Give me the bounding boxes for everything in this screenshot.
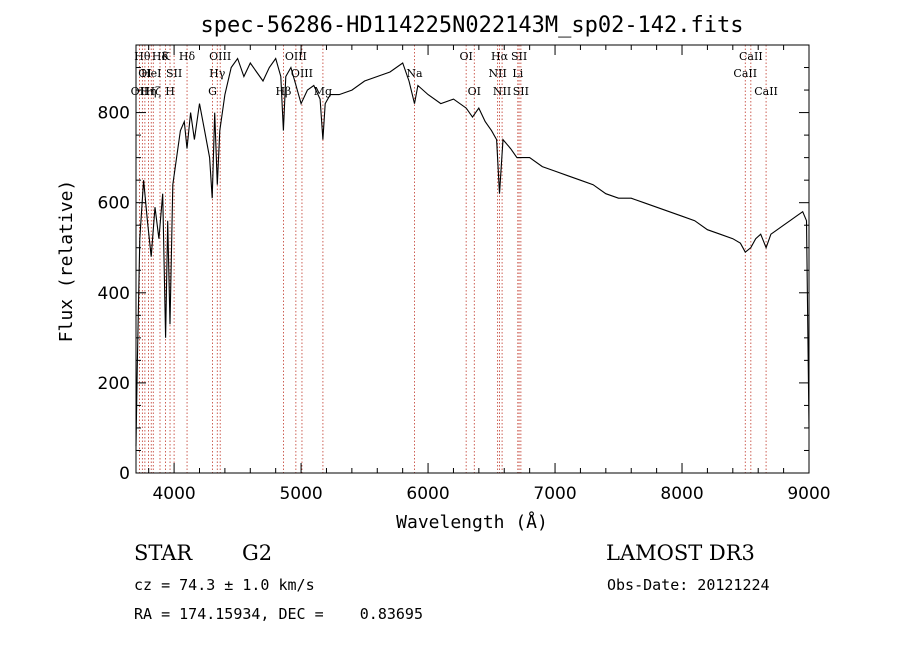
x-tick-label: 7000 [533, 484, 576, 504]
chart-title: spec-56286-HD114225N022143M_sp02-142.fit… [200, 13, 743, 38]
y-tick-label: 0 [119, 464, 130, 484]
spectral-line-label: OI [459, 50, 472, 63]
spectral-line-label: OIII [291, 67, 313, 80]
spectral-line-label: SII [511, 50, 527, 63]
spectral-line-label: H [165, 85, 175, 98]
x-axis: 4000 5000 6000 7000 8000 9000 [148, 45, 831, 504]
x-tick-label: 5000 [279, 484, 322, 504]
spectral-line-label: Hα [491, 50, 509, 63]
x-tick-label: 6000 [406, 484, 449, 504]
spectral-line-label: CaII [739, 50, 763, 63]
x-tick-label: 9000 [787, 484, 830, 504]
spectral-line-label: OI [468, 85, 481, 98]
y-axis-label: Flux (relative) [56, 180, 77, 343]
plot-frame [135, 44, 810, 474]
survey-name: LAMOST DR3 [606, 541, 755, 565]
line-markers [139, 45, 767, 473]
spectrum-line [135, 57, 810, 447]
spectral-line-label: Hβ [275, 85, 291, 98]
spectral-line-label: K [161, 50, 170, 63]
object-class: STAR [134, 541, 193, 565]
spectral-line-label: Hδ [152, 50, 169, 63]
spectral-line-label: Hη [140, 85, 156, 98]
spectral-line-label: CaII [733, 67, 757, 80]
ra-dec: RA = 174.15934, DEC = 0.83695 [134, 605, 423, 623]
spectral-line-label: OIII [285, 50, 307, 63]
spectral-line-label: Hζ [145, 85, 161, 98]
spectral-line-label: SII [513, 85, 529, 98]
spectral-line-label: Na [406, 67, 423, 80]
spectral-line-label: SII [166, 67, 182, 80]
spectral-line-label: CaII [754, 85, 778, 98]
spectral-line-label: Hθ [134, 50, 151, 63]
x-tick-label: 8000 [660, 484, 703, 504]
obs-date: Obs-Date: 20121224 [607, 576, 770, 594]
spectral-line-label: Hδ [179, 50, 196, 63]
x-axis-label: Wavelength (Å) [396, 511, 548, 533]
spectral-line-label: G [208, 85, 217, 98]
spectral-line-label: OIII [209, 50, 231, 63]
y-tick-label: 200 [98, 374, 130, 394]
y-tick-label: 600 [98, 194, 130, 214]
spectral-line-label: NII [488, 67, 506, 80]
redshift-cz: cz = 74.3 ± 1.0 km/s [134, 576, 315, 594]
spectral-line-label: NII [493, 85, 511, 98]
y-tick-label: 800 [98, 104, 130, 124]
x-tick-label: 4000 [152, 484, 195, 504]
y-tick-label: 400 [98, 284, 130, 304]
spectral-line-label: HeI [141, 67, 161, 80]
spectral-line-label: OI [138, 67, 151, 80]
spectral-line-label: Hγ [209, 67, 226, 80]
subclass: G2 [242, 541, 272, 565]
spectral-line-label: OII [131, 85, 149, 98]
line-labels: OIIHθOIHηHeIHζHδKHSIIHδGHγOIIIHβOIIIOIII… [131, 50, 778, 98]
spectral-line-label: Li [512, 67, 523, 80]
y-axis: 0 200 400 600 800 [98, 67, 809, 484]
